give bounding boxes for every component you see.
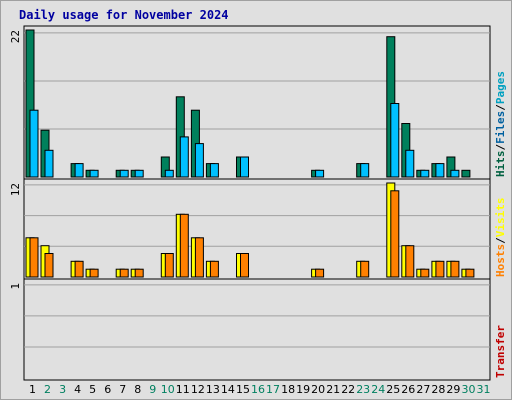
x-tick-label-3: 3	[59, 383, 66, 396]
x-tick-label-23: 23	[356, 383, 370, 396]
bar-hosts-day-27	[420, 268, 430, 278]
bar-hosts-day-8	[134, 268, 144, 278]
x-tick-label-21: 21	[326, 383, 340, 396]
bar-hosts-day-15	[240, 253, 249, 278]
bar-files-day-12	[194, 143, 204, 178]
x-tick-label-26: 26	[401, 383, 415, 396]
bar-files-day-1	[29, 109, 39, 178]
panel-label-part: Hits	[494, 151, 507, 178]
panel-label-part: /	[494, 237, 507, 244]
x-tick-label-2: 2	[44, 383, 51, 396]
x-tick-label-16: 16	[251, 383, 265, 396]
bar-files-day-27	[420, 169, 430, 178]
panel-label-part: /	[494, 104, 507, 111]
bar-files-day-15	[240, 156, 249, 178]
x-tick-label-1: 1	[29, 383, 36, 396]
bar-hosts-day-4	[74, 260, 84, 278]
x-tick-label-19: 19	[296, 383, 310, 396]
panel-label-part: Files	[494, 111, 507, 144]
bar-files-day-11	[179, 136, 189, 178]
panel-frame	[23, 25, 491, 180]
bar-hosts-day-25	[390, 190, 400, 278]
bar-files-day-5	[89, 169, 99, 178]
panel-label-part: Transfer	[494, 325, 507, 378]
bar-files-day-4	[74, 163, 84, 178]
y-max-label: 22	[9, 30, 22, 43]
bar-hosts-day-28	[435, 260, 445, 278]
x-tick-label-5: 5	[89, 383, 96, 396]
x-tick-label-24: 24	[371, 383, 385, 396]
bar-files-day-20	[315, 169, 325, 178]
x-tick-label-4: 4	[74, 383, 81, 396]
panel-frame	[23, 278, 491, 381]
bar-hosts-day-26	[405, 245, 415, 278]
x-tick-label-14: 14	[221, 383, 235, 396]
bar-hosts-day-29	[450, 260, 460, 278]
x-tick-label-27: 27	[416, 383, 430, 396]
bar-hosts-day-1	[29, 237, 39, 278]
x-tick-label-15: 15	[236, 383, 250, 396]
bar-hosts-day-20	[315, 268, 325, 278]
bar-files-day-7	[119, 169, 129, 178]
panel-label-part: Pages	[494, 71, 507, 104]
bar-hosts-day-23	[360, 260, 370, 278]
panel-2: 12 Hosts/Visits	[9, 178, 507, 280]
x-tick-label-28: 28	[431, 383, 445, 396]
bar-files-day-28	[435, 163, 445, 178]
x-tick-label-8: 8	[134, 383, 141, 396]
bar-hosts-day-11	[179, 213, 189, 278]
x-tick-label-13: 13	[206, 383, 220, 396]
bar-files-day-26	[405, 149, 415, 178]
bar-hosts-day-30	[465, 268, 475, 278]
panel-label: Hosts/Visits	[494, 198, 507, 278]
panel-label-part: Hosts	[494, 244, 507, 277]
bar-hosts-day-12	[194, 237, 204, 278]
x-tick-label-22: 22	[341, 383, 355, 396]
bar-hits-day-30	[461, 169, 471, 178]
x-tick-label-18: 18	[281, 383, 295, 396]
bar-files-day-13	[209, 163, 219, 178]
y-max-label: 12	[9, 183, 22, 196]
panel-label-part: Visits	[494, 198, 507, 238]
bar-hosts-day-5	[89, 268, 99, 278]
bar-files-day-25	[390, 103, 400, 178]
x-tick-label-29: 29	[446, 383, 460, 396]
bar-hosts-day-10	[164, 253, 174, 278]
bar-files-day-10	[164, 169, 174, 178]
x-tick-label-12: 12	[191, 383, 205, 396]
panel-label: Hits/Files/Pages	[494, 71, 507, 177]
x-tick-label-30: 30	[462, 383, 476, 396]
bar-hosts-day-13	[209, 260, 219, 278]
x-tick-label-17: 17	[266, 383, 280, 396]
x-tick-label-9: 9	[149, 383, 156, 396]
bar-files-day-2	[44, 149, 54, 178]
chart-title: Daily usage for November 2024	[19, 8, 229, 22]
panel-3: 1 Transfer	[9, 278, 507, 381]
x-tick-label-31: 31	[477, 383, 491, 396]
x-tick-label-25: 25	[386, 383, 400, 396]
x-tick-label-6: 6	[104, 383, 111, 396]
bar-hosts-day-2	[44, 253, 54, 278]
panel-label: Transfer	[494, 325, 507, 378]
panel-frame	[23, 178, 491, 280]
bar-files-day-29	[450, 169, 460, 178]
x-tick-label-7: 7	[119, 383, 126, 396]
x-tick-label-20: 20	[311, 383, 325, 396]
x-tick-label-11: 11	[176, 383, 190, 396]
y-max-label: 1	[9, 283, 22, 290]
bar-hosts-day-7	[119, 268, 129, 278]
bar-files-day-23	[360, 163, 370, 178]
x-tick-label-10: 10	[161, 383, 175, 396]
bar-files-day-8	[134, 169, 144, 178]
panel-label-part: /	[494, 144, 507, 151]
